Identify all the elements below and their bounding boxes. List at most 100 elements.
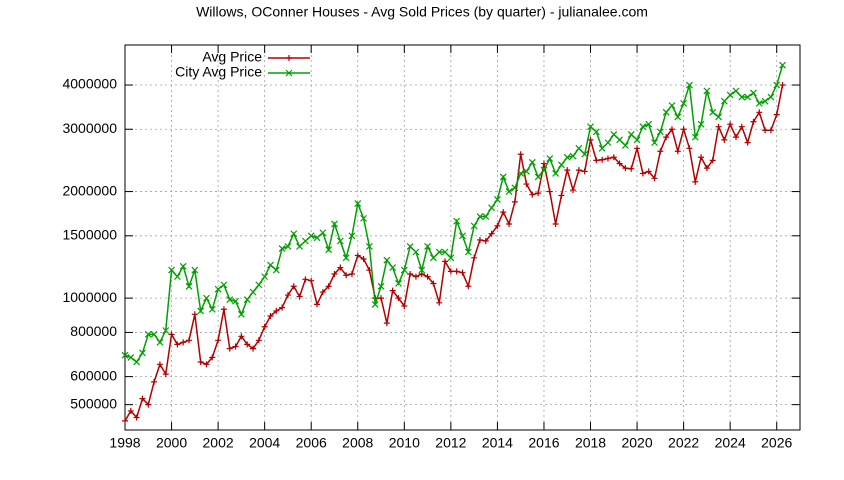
point-marker — [122, 417, 128, 424]
point-marker — [336, 237, 344, 245]
point-marker — [493, 196, 501, 203]
point-marker — [744, 93, 752, 101]
point-marker — [314, 301, 321, 308]
point-marker — [610, 131, 618, 138]
point-marker — [709, 157, 716, 164]
point-marker — [412, 273, 419, 280]
point-marker — [156, 361, 163, 368]
point-marker — [151, 378, 158, 385]
point-marker — [284, 292, 291, 299]
point-marker — [337, 264, 344, 271]
point-marker — [133, 414, 140, 421]
point-marker — [651, 139, 658, 147]
point-marker — [529, 191, 536, 198]
point-marker — [226, 296, 234, 304]
point-marker — [301, 237, 309, 245]
point-marker — [587, 123, 594, 131]
point-marker — [407, 270, 414, 277]
point-marker — [651, 175, 658, 182]
point-marker — [657, 148, 664, 155]
point-marker — [209, 354, 216, 361]
point-marker — [633, 136, 641, 144]
point-marker — [250, 345, 257, 352]
point-marker — [598, 144, 606, 152]
point-marker — [691, 133, 699, 141]
point-marker — [744, 139, 751, 146]
point-marker — [144, 330, 152, 338]
point-marker — [424, 242, 432, 250]
point-marker — [343, 272, 350, 279]
point-marker — [668, 126, 675, 133]
point-marker — [616, 136, 624, 144]
point-marker — [191, 311, 198, 318]
point-marker — [325, 283, 332, 290]
point-marker — [511, 198, 518, 205]
point-marker — [680, 99, 688, 107]
point-marker — [564, 167, 571, 174]
point-marker — [156, 338, 164, 346]
y-tick-label: 3000000 — [62, 120, 117, 136]
point-marker — [401, 303, 408, 309]
point-marker — [767, 127, 774, 134]
point-marker — [453, 268, 460, 275]
point-marker — [557, 161, 565, 169]
point-marker — [279, 304, 286, 311]
point-marker — [732, 87, 740, 95]
point-marker — [139, 395, 146, 402]
point-marker — [150, 330, 158, 338]
point-marker — [121, 351, 129, 359]
point-marker — [523, 168, 530, 175]
point-marker — [628, 165, 635, 172]
point-marker — [634, 145, 641, 152]
point-marker — [552, 220, 559, 227]
y-tick-label: 500000 — [70, 395, 117, 411]
point-marker — [517, 170, 525, 177]
x-tick-label: 2010 — [389, 435, 420, 451]
point-marker — [773, 111, 780, 118]
point-marker — [400, 266, 408, 274]
point-marker — [470, 222, 478, 230]
point-marker — [430, 280, 437, 287]
point-marker — [639, 123, 647, 131]
point-marker — [447, 254, 455, 262]
point-marker — [203, 294, 210, 302]
point-marker — [249, 288, 257, 296]
point-marker — [552, 170, 560, 177]
point-marker — [616, 160, 623, 167]
point-marker — [435, 248, 443, 256]
point-marker — [738, 93, 746, 101]
point-marker — [511, 184, 519, 192]
point-marker — [354, 252, 361, 259]
point-marker — [779, 61, 786, 69]
y-tick-label: 1500000 — [62, 226, 117, 242]
point-marker — [575, 167, 582, 174]
point-marker — [220, 281, 228, 289]
point-marker — [238, 333, 245, 340]
point-marker — [645, 168, 652, 175]
point-marker — [610, 154, 617, 161]
point-marker — [674, 148, 681, 155]
point-marker — [127, 407, 134, 414]
point-marker — [179, 262, 187, 270]
point-marker — [133, 358, 141, 366]
legend-label: City Avg Price — [175, 64, 262, 80]
point-marker — [692, 178, 699, 185]
y-tick-label: 800000 — [70, 323, 117, 339]
legend-marker — [285, 69, 293, 77]
point-marker — [645, 120, 653, 128]
point-marker — [168, 331, 175, 338]
y-tick-label: 600000 — [70, 367, 117, 383]
point-marker — [622, 142, 629, 149]
point-marker — [267, 313, 274, 320]
legend-label: Avg Price — [202, 49, 262, 65]
point-marker — [599, 156, 606, 163]
point-marker — [168, 266, 175, 274]
point-marker — [214, 285, 222, 293]
point-marker — [575, 144, 583, 152]
point-marker — [174, 341, 181, 348]
point-marker — [267, 261, 274, 269]
point-marker — [727, 121, 734, 128]
point-marker — [732, 134, 739, 141]
point-marker — [715, 113, 722, 121]
